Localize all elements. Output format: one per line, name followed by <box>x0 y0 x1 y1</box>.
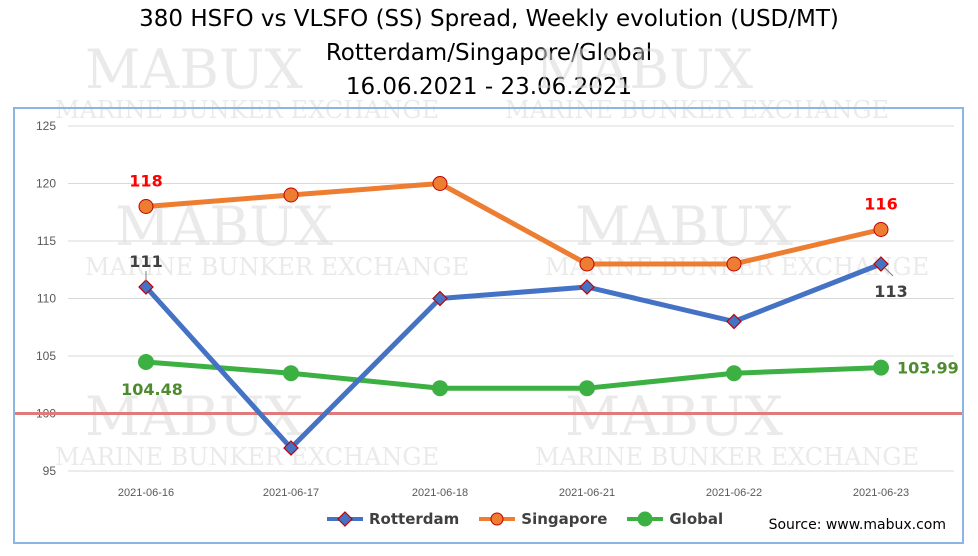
data-label: 118 <box>129 172 162 191</box>
x-tick-label: 2021-06-17 <box>263 487 319 499</box>
data-label: 111 <box>129 252 162 271</box>
y-tick-label: 120 <box>36 177 56 191</box>
singapore-point <box>432 176 448 191</box>
y-tick-label: 115 <box>37 234 56 248</box>
global-point <box>873 359 889 376</box>
data-label: 113 <box>874 282 907 301</box>
rotterdam-point <box>138 279 154 295</box>
watermark-sub: MARINE BUNKER EXCHANGE <box>535 443 919 471</box>
legend: Rotterdam Singapore Global <box>325 510 723 528</box>
watermark-sub: MARINE BUNKER EXCHANGE <box>85 253 469 281</box>
singapore-point <box>283 187 299 203</box>
data-label: 103.99 <box>897 359 959 378</box>
legend-label-singapore: Singapore <box>521 510 608 528</box>
series-layer <box>138 176 889 456</box>
legend-item-global: Global <box>625 510 723 528</box>
y-tick-label: 110 <box>37 292 56 306</box>
watermark-main: MABUX <box>85 385 303 448</box>
source-note: Source: www.mabux.com <box>768 517 946 533</box>
rotterdam-point <box>873 256 889 272</box>
leader-line <box>884 267 894 277</box>
legend-item-singapore: Singapore <box>477 510 607 528</box>
data-labels: 118 116 111 113 104.48 103.99 <box>121 172 959 399</box>
watermark-main: MABUX <box>85 38 303 101</box>
global-line <box>145 359 882 391</box>
legend-swatch-singapore <box>479 512 516 526</box>
data-label: 104.48 <box>121 380 183 399</box>
chart-subtitle: Rotterdam/Singapore/Global <box>325 40 653 66</box>
watermark-main: MABUX <box>535 38 753 101</box>
x-tick-label: 2021-06-23 <box>853 487 909 499</box>
x-tick-label: 2021-06-22 <box>706 487 762 499</box>
plot-frame <box>13 107 964 544</box>
singapore-point <box>873 222 889 237</box>
y-tick-label: 125 <box>36 119 56 133</box>
singapore-line <box>145 181 882 267</box>
data-label: 116 <box>864 195 897 214</box>
x-tick-label: 2021-06-18 <box>412 487 468 499</box>
global-point <box>283 365 299 382</box>
x-tick-label: 2021-06-16 <box>118 487 174 499</box>
legend-label-global: Global <box>669 510 724 528</box>
rotterdam-point <box>283 440 299 456</box>
legend-swatch-rotterdam <box>327 511 363 527</box>
chart-date-range: 16.06.2021 - 23.06.2021 <box>345 74 633 100</box>
y-tick-label: 95 <box>43 464 57 478</box>
global-point <box>726 365 742 382</box>
rotterdam-point <box>579 279 595 295</box>
global-point <box>138 353 154 370</box>
rotterdam-point <box>726 313 742 330</box>
watermark-sub: MARINE BUNKER EXCHANGE <box>505 96 889 124</box>
x-tick-label: 2021-06-21 <box>559 487 615 499</box>
watermark-main: MABUX <box>575 195 793 258</box>
global-point <box>432 380 448 397</box>
singapore-point <box>138 199 154 214</box>
legend-swatch-global <box>627 511 664 527</box>
singapore-point <box>579 256 595 272</box>
rotterdam-line <box>144 261 882 451</box>
legend-item-rotterdam: Rotterdam <box>325 510 459 528</box>
global-point <box>579 380 595 397</box>
watermark-sub: MARINE BUNKER EXCHANGE <box>55 96 439 124</box>
watermark-sub: MARINE BUNKER EXCHANGE <box>55 443 439 471</box>
x-axis: 2021-06-16 2021-06-17 2021-06-18 2021-06-21… <box>118 487 909 499</box>
y-tick-label: 105 <box>36 349 56 363</box>
watermark-main: MABUX <box>565 385 783 448</box>
legend-label-rotterdam: Rotterdam <box>369 510 460 528</box>
singapore-point <box>726 256 742 272</box>
chart-title: 380 HSFO vs VLSFO (SS) Spread, Weekly ev… <box>139 6 839 32</box>
rotterdam-point <box>432 290 448 307</box>
